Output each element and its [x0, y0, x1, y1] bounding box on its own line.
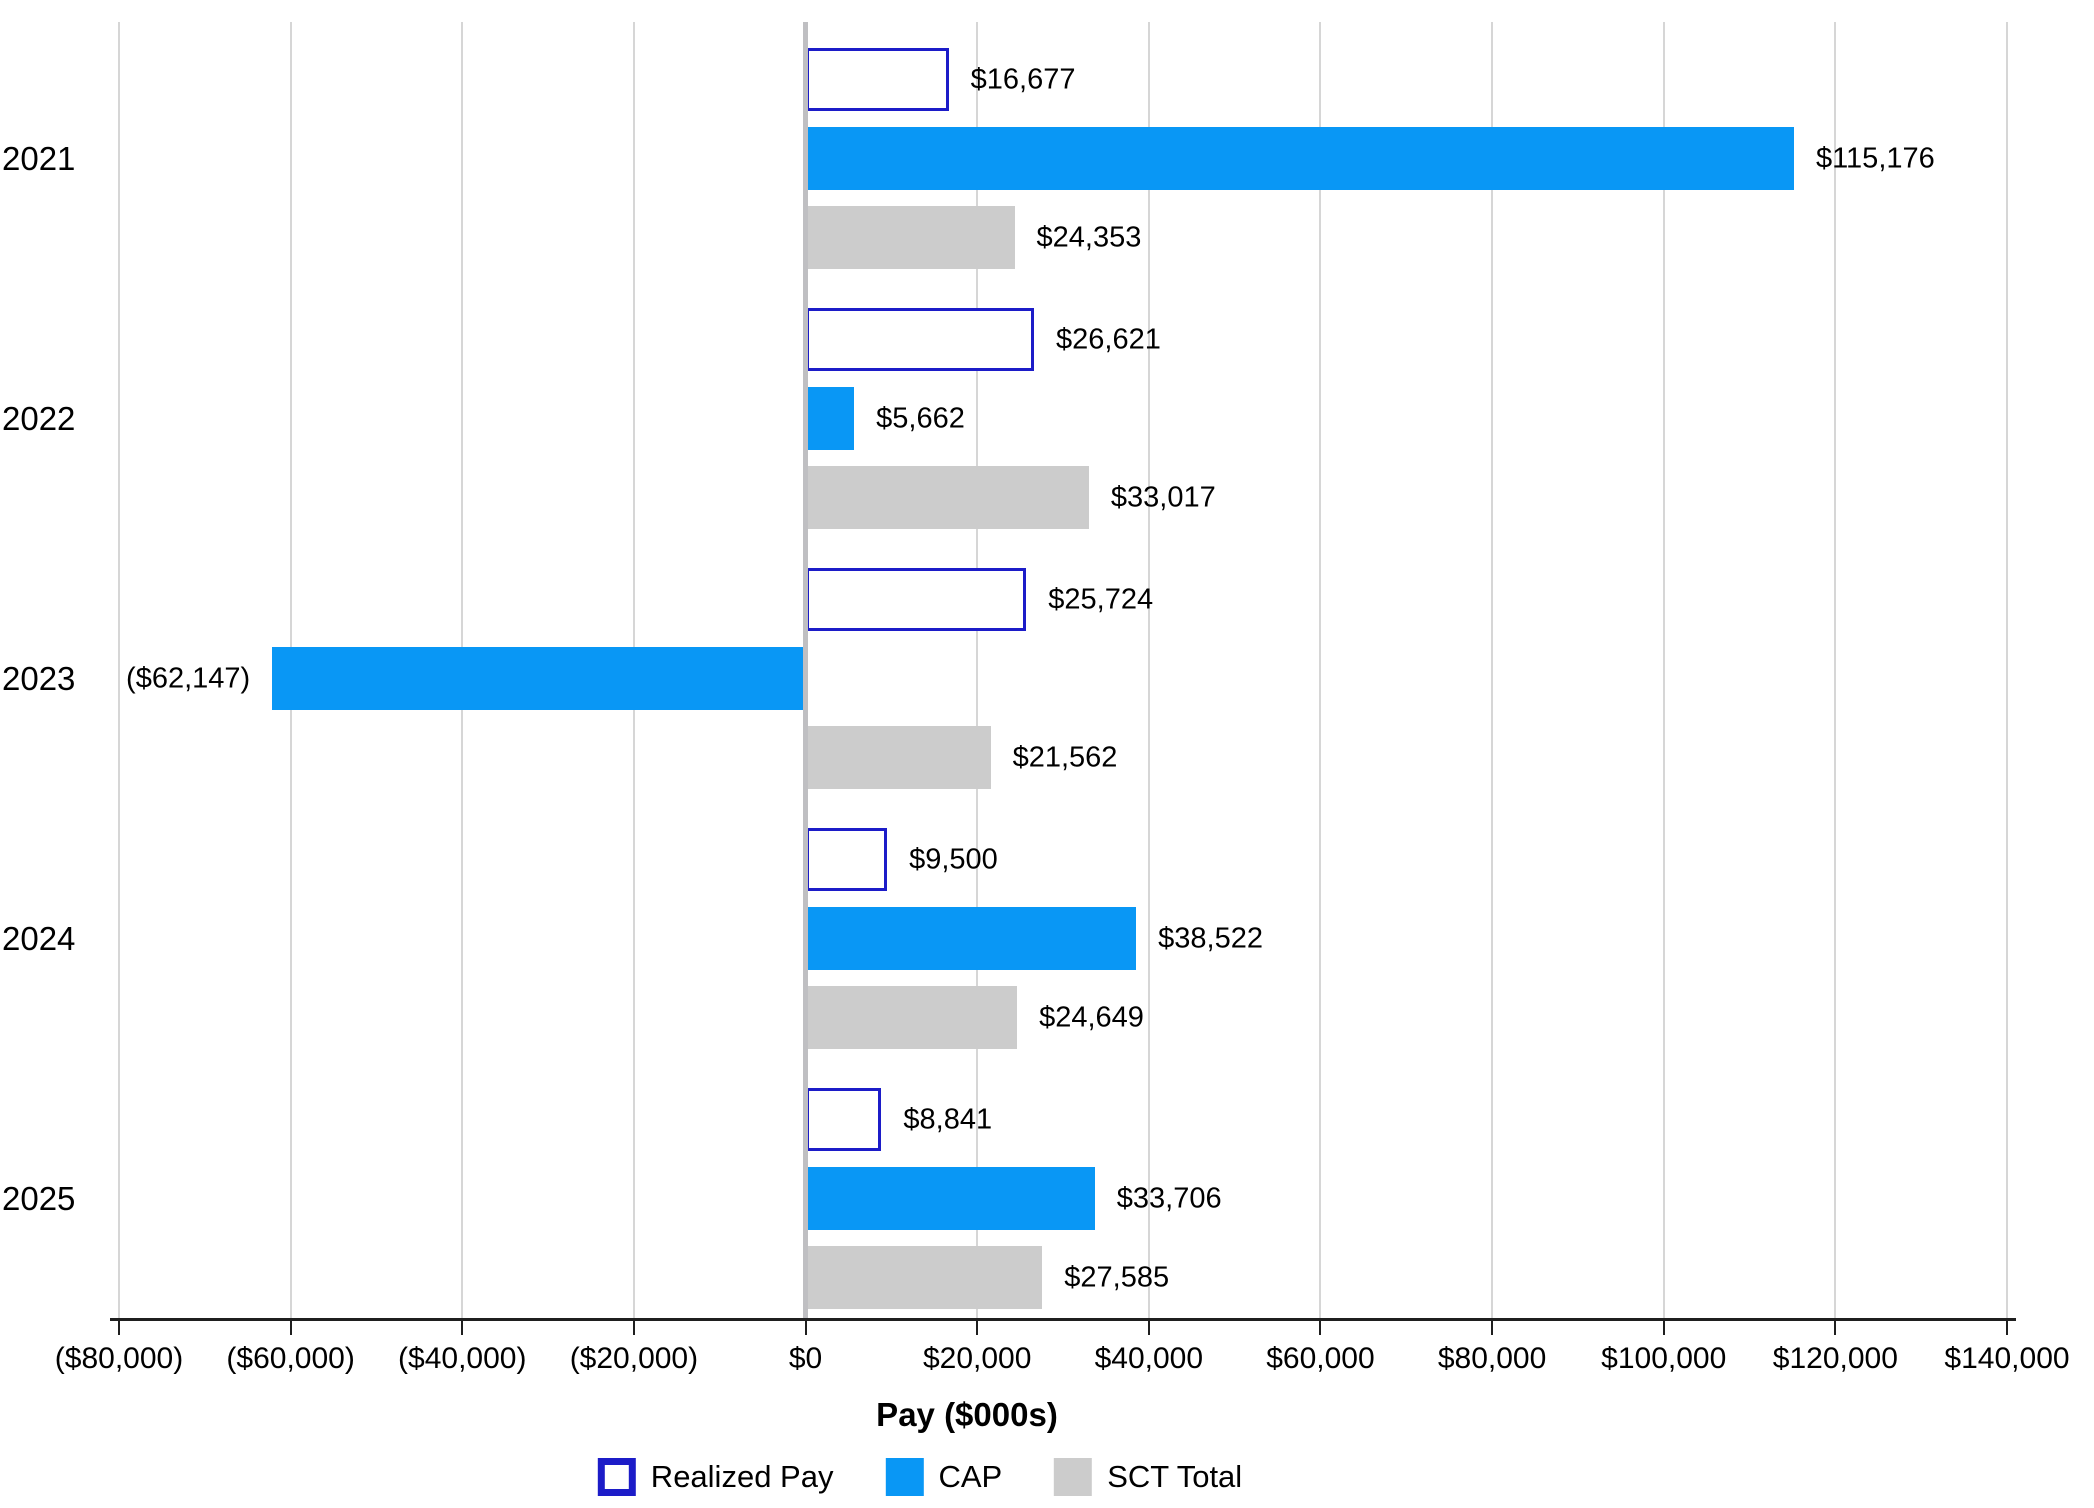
value-label: $25,724	[1048, 583, 1154, 615]
bar-cap	[805, 387, 855, 450]
x-axis-tick-label: ($80,000)	[54, 1342, 184, 1375]
y-axis-category-label: 2022	[2, 399, 76, 437]
x-axis-tick-label: $80,000	[1437, 1342, 1547, 1375]
x-axis-tick	[976, 1321, 979, 1335]
value-label: $8,841	[903, 1103, 993, 1135]
legend-label: Realized Pay	[650, 1459, 834, 1494]
x-axis-tick-label: ($20,000)	[569, 1342, 699, 1375]
gridline	[1147, 22, 1150, 1318]
value-label: $16,677	[970, 63, 1076, 95]
value-label: $21,562	[1012, 741, 1118, 773]
x-axis-line	[110, 1318, 2016, 1321]
legend-swatch	[597, 1458, 636, 1496]
gridline	[1662, 22, 1665, 1318]
bar-sct-total	[805, 466, 1089, 529]
x-axis-tick-label: $40,000	[1094, 1342, 1204, 1375]
value-label: $9,500	[909, 843, 998, 875]
legend-item-realized-pay: Realized Pay	[597, 1458, 834, 1496]
x-axis-tick	[461, 1321, 464, 1335]
x-axis-tick	[1147, 1321, 1150, 1335]
legend-item-cap: CAP	[885, 1458, 1002, 1496]
legend: Realized Pay CAP SCT Total	[597, 1458, 1242, 1496]
x-axis-tick-label: $140,000	[1944, 1342, 2070, 1375]
bar-cap	[805, 907, 1137, 970]
x-axis-tick-label: $100,000	[1601, 1342, 1727, 1375]
bar-sct-total	[805, 1246, 1043, 1309]
bar-realized-pay	[805, 828, 888, 891]
gridline	[1491, 22, 1494, 1318]
bar-sct-total	[805, 986, 1018, 1049]
gridline	[118, 22, 120, 1318]
x-axis-tick	[1662, 1321, 1665, 1335]
legend-swatch	[1054, 1458, 1093, 1496]
gridline	[1834, 22, 1837, 1318]
x-axis-tick-label: $60,000	[1266, 1342, 1375, 1375]
bar-sct-total	[805, 206, 1015, 269]
y-axis-category-label: 2025	[2, 1179, 76, 1217]
bar-realized-pay	[805, 308, 1034, 371]
gridline	[976, 22, 979, 1318]
value-label: ($62,147)	[126, 662, 251, 694]
value-label: $33,017	[1110, 481, 1216, 513]
x-axis-tick-label: $120,000	[1772, 1342, 1898, 1375]
x-axis-title: Pay ($000s)	[876, 1396, 1058, 1433]
x-axis-tick	[632, 1321, 635, 1335]
value-label: $33,706	[1116, 1182, 1222, 1214]
y-axis-category-label: 2021	[2, 139, 76, 177]
x-axis-tick	[2006, 1321, 2008, 1335]
legend-label: CAP	[938, 1459, 1003, 1494]
legend-swatch	[885, 1458, 924, 1496]
x-axis-tick-label: ($40,000)	[398, 1342, 527, 1375]
bar-cap	[805, 1167, 1095, 1230]
bar-cap	[272, 647, 806, 710]
value-label: $24,649	[1039, 1001, 1144, 1033]
value-label: $5,662	[876, 402, 965, 434]
x-axis-tick-label: $0	[788, 1342, 823, 1375]
value-label: $26,621	[1056, 323, 1161, 355]
value-label: $38,522	[1158, 922, 1263, 954]
gridline	[2006, 22, 2008, 1318]
y-axis-category-label: 2023	[2, 659, 76, 697]
gridline	[1319, 22, 1322, 1318]
x-axis-tick	[1834, 1321, 1837, 1335]
value-label: $115,176	[1815, 142, 1935, 174]
value-label: $27,585	[1064, 1261, 1170, 1293]
x-axis-tick	[118, 1321, 120, 1335]
bar-cap	[805, 127, 1794, 190]
x-axis-tick	[804, 1321, 807, 1335]
bar-realized-pay	[805, 568, 1027, 631]
value-label: $24,353	[1036, 221, 1142, 253]
x-axis-tick	[1491, 1321, 1494, 1335]
bar-realized-pay	[805, 48, 949, 111]
x-axis-tick-label: $20,000	[922, 1342, 1032, 1375]
bar-realized-pay	[805, 1088, 882, 1151]
x-axis-tick-label: ($60,000)	[226, 1342, 355, 1375]
x-axis-tick	[289, 1321, 292, 1335]
bar-sct-total	[805, 726, 991, 789]
x-axis-tick	[1319, 1321, 1322, 1335]
y-axis-category-label: 2024	[2, 919, 76, 957]
legend-label: SCT Total	[1107, 1459, 1243, 1494]
legend-item-sct-total: SCT Total	[1054, 1458, 1242, 1496]
zero-gridline	[803, 22, 809, 1318]
